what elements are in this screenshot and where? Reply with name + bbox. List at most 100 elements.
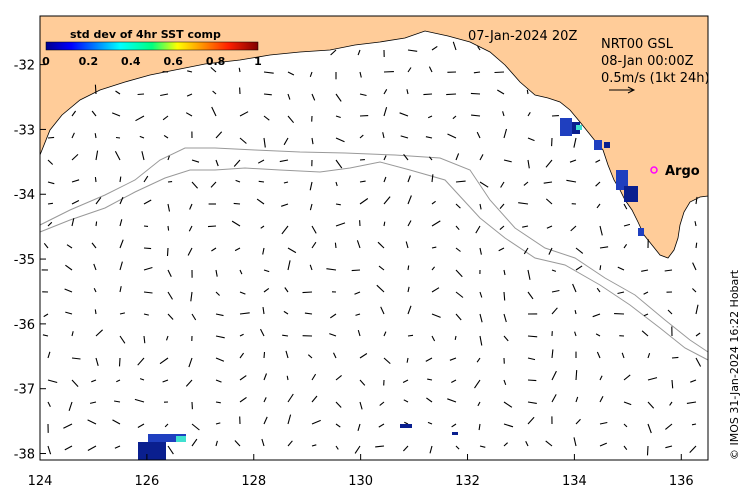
current-arrow (189, 203, 193, 210)
current-arrow (551, 349, 554, 359)
current-arrow (479, 154, 484, 161)
current-arrow (359, 198, 369, 205)
current-arrow (211, 106, 217, 117)
current-arrow (119, 335, 126, 344)
colorbar: std dev of 4hr SST comp 0 0.2 0.4 0.6 0.8 1 (42, 28, 262, 68)
current-arrow (335, 115, 341, 119)
current-arrow (665, 445, 673, 449)
current-arrow (94, 309, 97, 315)
current-arrow (94, 177, 97, 183)
current-arrow (239, 291, 246, 295)
current-arrow (335, 374, 342, 381)
current-arrow (239, 396, 247, 403)
current-arrow (283, 181, 289, 184)
current-arrow (167, 225, 170, 231)
current-arrow (47, 351, 51, 359)
current-arrow (164, 423, 169, 428)
current-arrow (311, 241, 317, 249)
current-arrow (191, 313, 197, 321)
current-arrow (215, 269, 218, 277)
current-arrow (451, 423, 457, 428)
current-arrow (93, 263, 97, 271)
current-arrow (143, 199, 152, 205)
current-arrow (407, 286, 410, 293)
current-arrow (187, 70, 193, 73)
current-arrow (167, 445, 174, 455)
current-arrow (669, 401, 673, 406)
current-arrow (191, 159, 200, 163)
current-arrow (311, 395, 318, 403)
current-arrow (376, 284, 385, 293)
current-arrow (692, 288, 697, 293)
current-arrow (335, 423, 341, 428)
current-arrow (258, 180, 265, 183)
current-arrow (686, 401, 697, 404)
current-arrow (94, 84, 97, 95)
current-arrow (455, 269, 463, 278)
current-arrow (167, 291, 173, 300)
current-arrow (646, 445, 649, 456)
current-arrow (431, 313, 441, 318)
current-arrow (356, 240, 361, 249)
current-arrow (476, 131, 481, 139)
current-arrow (239, 269, 243, 275)
current-arrow (641, 330, 649, 337)
current-arrow (261, 438, 265, 447)
current-arrow (455, 247, 461, 252)
current-arrow (89, 401, 97, 404)
date-label: 07-Jan-2024 20Z (468, 29, 577, 44)
current-arrow (566, 179, 577, 183)
y-tick-label: -38 (14, 448, 35, 463)
current-arrow (357, 329, 361, 337)
current-arrow (503, 379, 507, 385)
current-arrow (335, 181, 338, 187)
current-arrow (407, 305, 412, 315)
current-arrow (572, 283, 577, 293)
current-arrow (139, 135, 145, 139)
product-line3: 0.5m/s (1kt 24h) (601, 71, 710, 86)
current-arrow (239, 333, 244, 337)
current-arrow (188, 357, 193, 368)
current-arrow (287, 260, 291, 271)
current-arrow (95, 197, 102, 205)
current-arrow (71, 357, 81, 360)
current-arrow (429, 445, 433, 454)
current-arrow (423, 93, 433, 96)
current-arrow (428, 66, 433, 73)
current-arrow (359, 180, 366, 183)
current-arrow (311, 225, 317, 234)
current-arrow (383, 89, 388, 95)
current-arrow (477, 401, 481, 407)
current-arrow (47, 202, 53, 205)
y-tick-label: -32 (14, 59, 35, 74)
current-arrow (112, 419, 121, 425)
current-arrow (309, 71, 313, 77)
current-arrow (71, 218, 75, 227)
current-arrow (407, 220, 412, 227)
current-arrow (452, 41, 457, 51)
current-arrow (449, 357, 457, 361)
current-arrow (119, 239, 124, 249)
x-tick-label: 136 (669, 474, 694, 489)
current-arrow (326, 268, 337, 271)
current-arrow (455, 203, 461, 209)
colorbar-tick-label: 1 (254, 55, 262, 68)
current-arrow (191, 423, 200, 431)
argo-marker[interactable] (650, 166, 658, 174)
current-arrow (309, 203, 313, 211)
current-arrow (403, 399, 409, 403)
current-arrow (257, 159, 265, 164)
current-arrow (141, 151, 145, 161)
current-arrow (383, 221, 386, 227)
current-arrow (166, 247, 169, 257)
current-arrow (573, 137, 577, 148)
current-arrow (527, 401, 537, 404)
current-arrow (695, 196, 698, 205)
current-arrow (503, 401, 513, 408)
current-arrow (526, 89, 529, 95)
current-arrow (596, 287, 601, 293)
current-arrow (215, 313, 224, 317)
current-arrow (503, 269, 506, 276)
current-arrow (234, 440, 241, 447)
current-arrow (527, 269, 531, 280)
